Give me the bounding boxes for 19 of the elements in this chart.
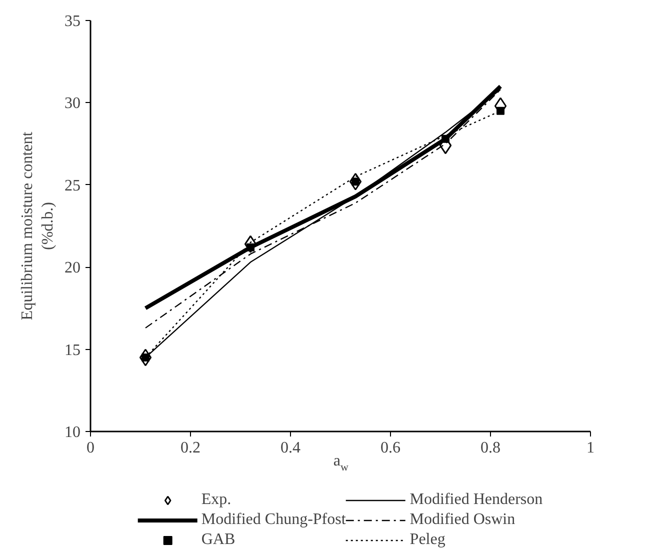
- legend-label: Exp.: [201, 491, 232, 509]
- legend-label: GAB: [201, 531, 236, 549]
- x-tick-label: 1: [586, 440, 594, 456]
- x-tick-label: 0.2: [180, 440, 200, 456]
- y-tick-label: 30: [64, 95, 80, 112]
- y-tick-label: 35: [64, 13, 80, 30]
- x-tick-label: 0.6: [380, 440, 400, 456]
- x-tick-label: 0.4: [280, 440, 300, 456]
- y-tick-label: 15: [64, 342, 80, 359]
- x-tick-label: 0.8: [480, 440, 500, 456]
- y-axis-title: Equilibrium moisture content (%d.b.): [19, 131, 56, 320]
- y-tick-label: 25: [64, 177, 80, 194]
- legend-label: Modified Henderson: [410, 491, 543, 509]
- legend-label: Peleg: [410, 531, 446, 549]
- legend-label: Modified Oswin: [410, 511, 516, 529]
- x-tick-label: 0: [86, 440, 94, 456]
- legend-label: Modified Chung-Pfost: [201, 511, 346, 529]
- y-tick-label: 20: [64, 260, 80, 277]
- y-tick-label: 10: [64, 424, 80, 441]
